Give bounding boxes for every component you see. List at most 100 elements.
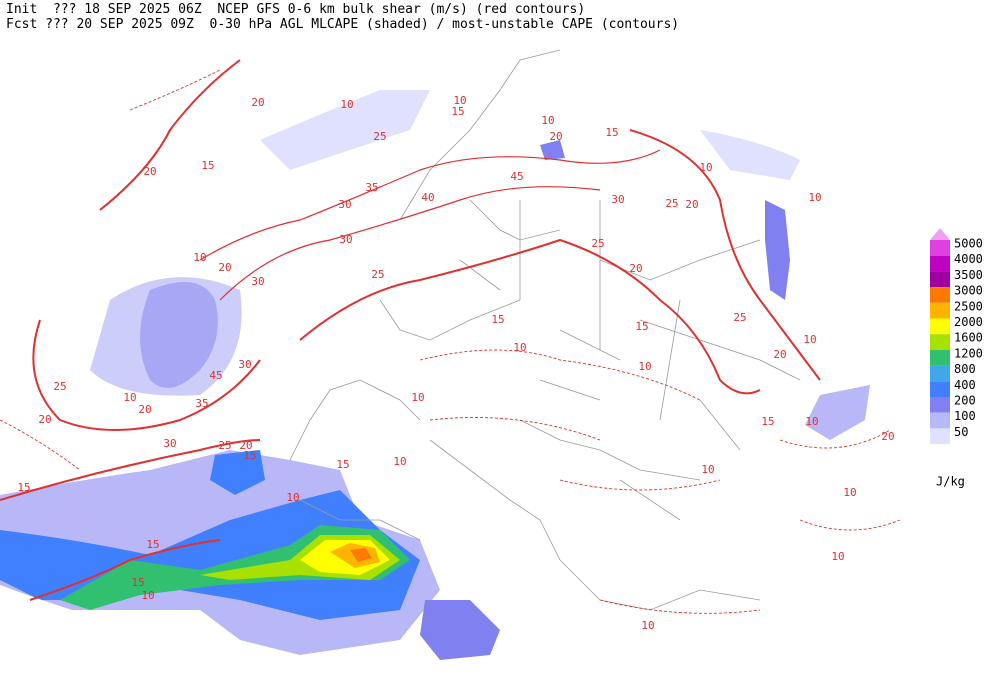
contour-label: 30 (611, 193, 624, 206)
contour-label: 10 (123, 391, 136, 404)
contour (99, 59, 241, 211)
cape-area (210, 450, 265, 495)
contour-label: 10 (803, 333, 816, 346)
contour-label: 30 (238, 358, 251, 371)
contour-label: 25 (53, 380, 66, 393)
colorbar-label: 50 (954, 425, 968, 439)
cape-area (420, 600, 500, 660)
colorbar-label: 5000 (954, 237, 983, 251)
contour-label: 10 (193, 251, 206, 264)
contour-label: 15 (243, 449, 256, 462)
contour-label: 45 (209, 369, 222, 382)
colorbar-label: 400 (954, 378, 976, 392)
contour-label: 15 (146, 538, 159, 551)
contour (299, 238, 761, 395)
contour-label: 25 (371, 268, 384, 281)
colorbar-label: 3000 (954, 284, 983, 298)
contour-label: 15 (605, 126, 618, 139)
contour-label: 25 (591, 237, 604, 250)
contour-label: 15 (451, 105, 464, 118)
header-line: Init ??? 18 SEP 2025 06Z NCEP GFS 0-6 km… (6, 2, 585, 17)
contour-label: 45 (510, 170, 523, 183)
colorbar-swatch (930, 302, 950, 319)
colorbar-swatch (930, 240, 950, 256)
contour-label: 15 (131, 576, 144, 589)
contour-label: 10 (411, 391, 424, 404)
colorbar-label: 1200 (954, 346, 983, 360)
cape-area (805, 385, 870, 440)
contour-label: 20 (549, 130, 562, 143)
contour-label: 25 (218, 439, 231, 452)
contour-label: 20 (881, 430, 894, 443)
contour-label: 10 (541, 114, 554, 127)
contour-label: 10 (843, 486, 856, 499)
colorbar-swatch (930, 334, 950, 350)
contour-label: 10 (141, 589, 154, 602)
contour-label: 15 (336, 458, 349, 471)
cape-area (765, 200, 790, 300)
contour-label: 15 (491, 313, 504, 326)
colorbar-swatch (930, 349, 950, 366)
contour-label: 15 (635, 320, 648, 333)
contour-label: 15 (761, 415, 774, 428)
contour-label: 25 (665, 197, 678, 210)
contour-label: 20 (685, 198, 698, 211)
contour-label: 10 (831, 550, 844, 563)
contour-label: 10 (638, 360, 651, 373)
contour-label: 20 (38, 413, 51, 426)
colorbar-swatch (930, 397, 950, 413)
colorbar-swatch (930, 318, 950, 335)
colorbar-label: 4000 (954, 252, 983, 266)
contour-label: 30 (251, 275, 264, 288)
cape-area (90, 277, 242, 396)
contour-label: 30 (338, 198, 351, 211)
colorbar-extend (930, 228, 950, 240)
contour-label: 10 (641, 619, 654, 632)
contour-label: 10 (805, 415, 818, 428)
contour-label: 30 (163, 437, 176, 450)
contour (32, 319, 261, 431)
contour-label: 35 (195, 397, 208, 410)
colorbar-unit: J/kg (936, 475, 965, 489)
cape-area (540, 140, 565, 160)
contour (199, 149, 661, 261)
contour-label: 15 (201, 159, 214, 172)
cape-area (350, 548, 372, 562)
shear-contours (0, 59, 901, 614)
cape-shading (0, 90, 870, 660)
contour-label: 20 (138, 403, 151, 416)
contour-label: 10 (699, 161, 712, 174)
contour (29, 539, 221, 601)
cape-area (700, 130, 800, 180)
contour-label: 40 (421, 191, 434, 204)
contour-label: 20 (239, 439, 252, 452)
colorbar-swatch (930, 381, 950, 397)
contour-label: 10 (340, 98, 353, 111)
contour-label: 25 (373, 130, 386, 143)
colorbar-swatch (930, 365, 950, 382)
header-line: Fcst ??? 20 SEP 2025 09Z 0-30 hPa AGL ML… (6, 17, 679, 32)
contour-label: 30 (339, 233, 352, 246)
colorbar-label: 100 (954, 409, 976, 423)
contour-label: 10 (808, 191, 821, 204)
contour-label: 20 (251, 96, 264, 109)
cape-area (260, 90, 430, 170)
colorbar-swatch (930, 287, 950, 303)
contour (0, 439, 261, 501)
colorbar-label: 1600 (954, 331, 983, 345)
colorbar-swatch (930, 412, 950, 429)
contour-label: 10 (701, 463, 714, 476)
contour-label: 10 (393, 455, 406, 468)
contour-label: 35 (365, 181, 378, 194)
colorbar-label: 2500 (954, 299, 983, 313)
contour-label: 20 (629, 262, 642, 275)
contour-label: 15 (17, 481, 30, 494)
colorbar-swatch (930, 271, 950, 288)
contour-label: 10 (286, 491, 299, 504)
colorbar-label: 2000 (954, 315, 983, 329)
contour-label: 20 (218, 261, 231, 274)
colorbar-label: 200 (954, 394, 976, 408)
